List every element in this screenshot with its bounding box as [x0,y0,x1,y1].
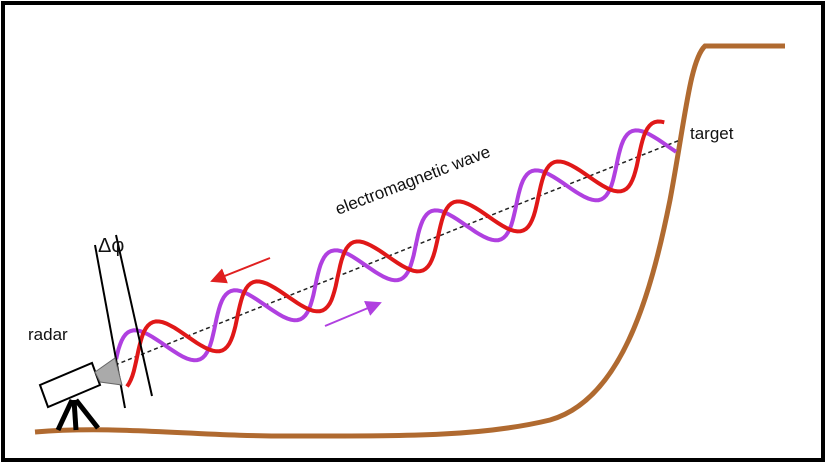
wave [125,119,665,388]
line-of-sight [114,139,681,366]
radar-icon [38,357,123,432]
wave [114,128,678,363]
phase-line [115,234,153,397]
emit-arrow [324,301,382,327]
return-arrow [210,257,271,284]
phase-label: Δφ [98,235,124,257]
target-label: target [690,124,734,143]
terrain [34,43,785,439]
waves [114,119,678,388]
radar-label: radar [28,325,68,344]
